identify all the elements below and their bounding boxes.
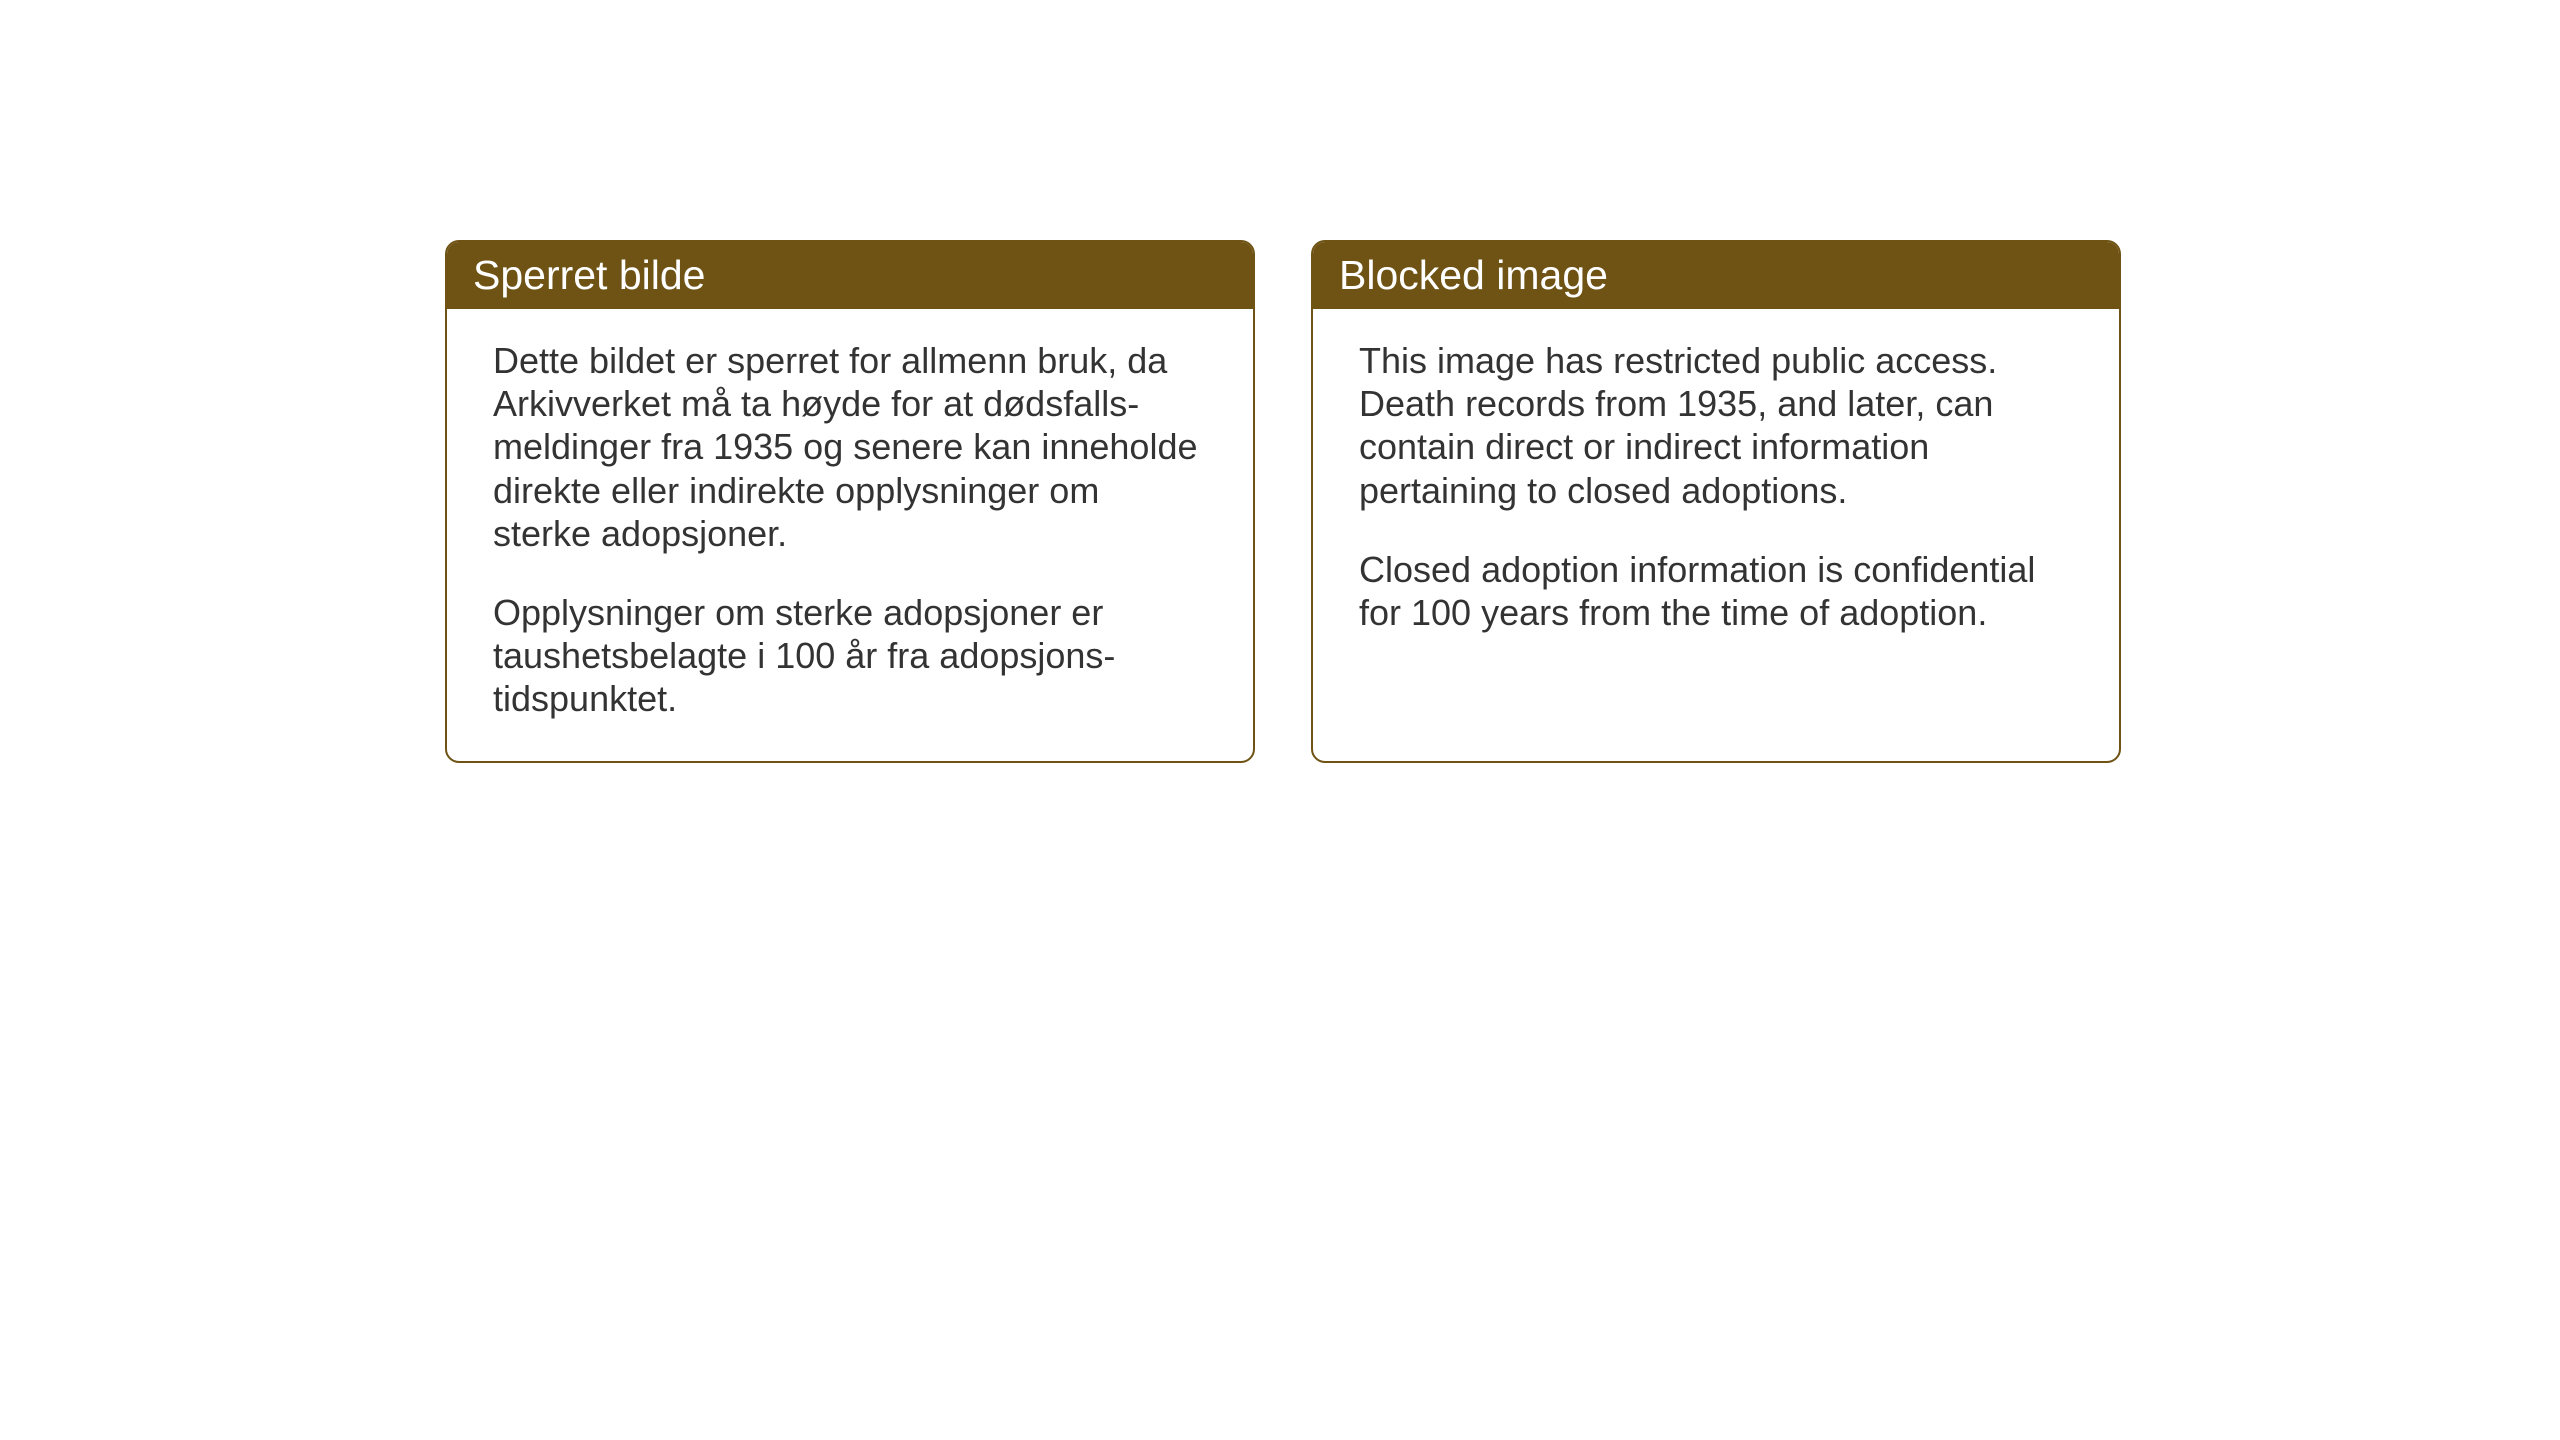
card-paragraph-norwegian-2: Opplysninger om sterke adopsjoner er tau… [493, 591, 1207, 721]
card-english: Blocked image This image has restricted … [1311, 240, 2121, 763]
card-title-norwegian: Sperret bilde [473, 252, 705, 298]
card-paragraph-norwegian-1: Dette bildet er sperret for allmenn bruk… [493, 339, 1207, 555]
card-header-english: Blocked image [1313, 242, 2119, 309]
card-header-norwegian: Sperret bilde [447, 242, 1253, 309]
card-body-norwegian: Dette bildet er sperret for allmenn bruk… [447, 309, 1253, 761]
card-paragraph-english-1: This image has restricted public access.… [1359, 339, 2073, 512]
card-title-english: Blocked image [1339, 252, 1608, 298]
card-body-english: This image has restricted public access.… [1313, 309, 2119, 749]
card-norwegian: Sperret bilde Dette bildet er sperret fo… [445, 240, 1255, 763]
card-paragraph-english-2: Closed adoption information is confident… [1359, 548, 2073, 634]
cards-container: Sperret bilde Dette bildet er sperret fo… [445, 240, 2121, 763]
